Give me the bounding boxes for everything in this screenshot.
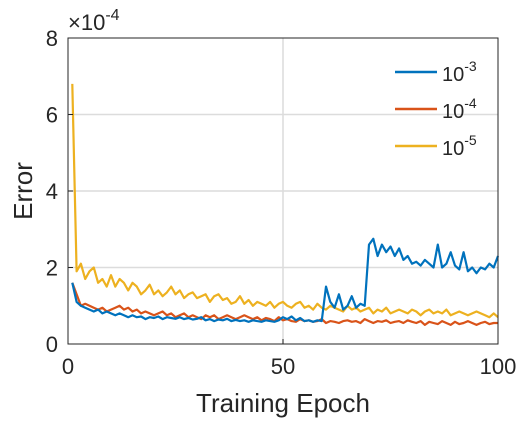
series-line-2: [71, 83, 499, 319]
x-axis-title: Training Epoch: [196, 388, 370, 418]
y-tick-label: 2: [46, 256, 58, 281]
legend-label-1: 10-4: [442, 95, 477, 123]
x-tick-label: 0: [62, 354, 74, 379]
y-multiplier: ×10-4: [68, 7, 120, 35]
x-tick-label: 100: [480, 354, 517, 379]
y-tick-label: 0: [46, 332, 58, 357]
legend: 10-3 10-4 10-5: [395, 58, 477, 160]
series-lines: [71, 83, 500, 326]
y-tick-label: 4: [46, 179, 58, 204]
series-line-0: [71, 237, 500, 323]
y-tick-label: 6: [46, 103, 58, 128]
y-tick-label: 8: [46, 26, 58, 51]
axis-ticks: 0 2 4 6 8 0 50 100: [46, 26, 517, 379]
x-tick-label: 50: [271, 354, 295, 379]
grid-lines: [68, 38, 498, 344]
legend-label-2: 10-5: [442, 132, 477, 160]
y-axis-title: Error: [8, 162, 38, 220]
legend-label-0: 10-3: [442, 58, 477, 86]
series-line-1: [71, 282, 498, 326]
